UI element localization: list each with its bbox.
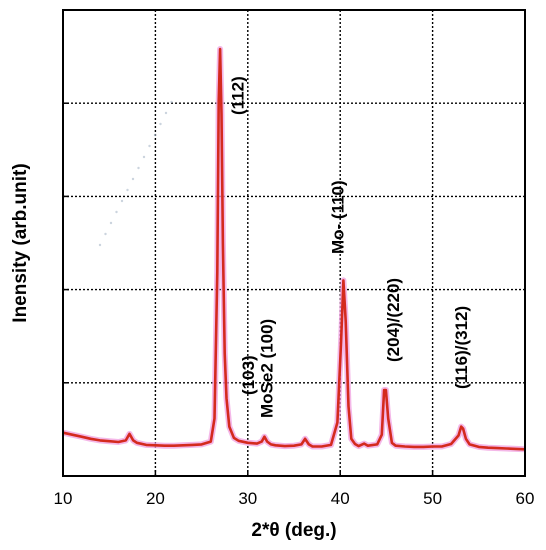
peak-label: Mo- (110) xyxy=(328,180,347,254)
x-ticks: 10 20 30 40 50 60 xyxy=(54,9,535,508)
faint-dot xyxy=(137,166,140,170)
peak-label: (116)/(312) xyxy=(452,306,471,389)
faint-dot xyxy=(98,243,102,247)
x-tick-label: 30 xyxy=(238,489,257,508)
peak-label: MoSe2 (100) xyxy=(257,319,276,418)
faint-dots xyxy=(98,100,173,247)
peak-label: (204)/(220) xyxy=(384,278,403,362)
faint-dot xyxy=(120,199,124,203)
faint-dot xyxy=(126,188,129,192)
peak-label: (103) xyxy=(239,355,258,395)
x-tick-label: 20 xyxy=(146,489,165,508)
x-tick-label: 10 xyxy=(54,489,73,508)
plot-frame xyxy=(62,9,526,477)
x-tick-label: 40 xyxy=(331,489,350,508)
faint-dot xyxy=(153,133,157,137)
faint-dot xyxy=(109,221,113,225)
faint-dot xyxy=(104,232,107,236)
faint-dot xyxy=(164,111,168,115)
faint-dot xyxy=(142,155,146,159)
peak-annotations: (112) (103) MoSe2 (100) Mo- (110) (204)/(220… xyxy=(229,76,472,418)
x-axis-label: 2*θ (deg.) xyxy=(251,520,336,541)
faint-dot xyxy=(131,177,135,181)
faint-dot xyxy=(159,122,162,126)
x-tick-label: 60 xyxy=(516,489,535,508)
faint-dot xyxy=(148,144,151,148)
faint-dot xyxy=(170,100,173,104)
x-tick-label: 50 xyxy=(423,489,442,508)
grid-lines xyxy=(63,10,525,476)
y-axis-label: Inensity (arb.unit) xyxy=(10,163,31,322)
peak-label: (112) xyxy=(229,76,248,115)
faint-dot xyxy=(115,210,118,214)
series-line xyxy=(62,47,526,451)
series-layer xyxy=(62,46,526,453)
